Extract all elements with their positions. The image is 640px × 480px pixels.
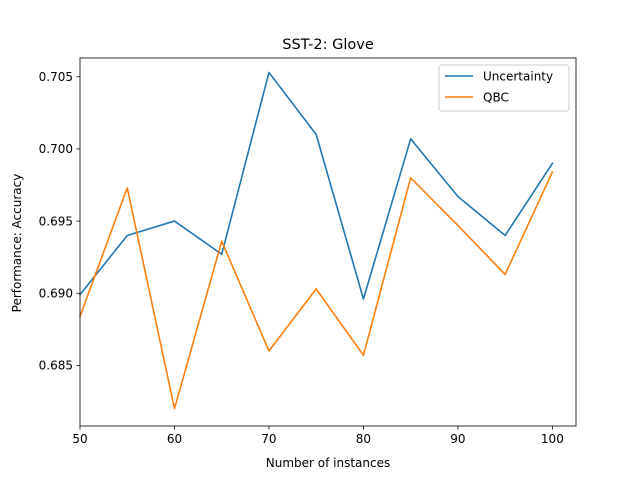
y-tick-label-0.695: 0.695 bbox=[39, 214, 73, 228]
x-tick-label-60: 60 bbox=[167, 432, 182, 446]
x-tick-label-100: 100 bbox=[541, 432, 564, 446]
series-line-uncertainty bbox=[78, 71, 554, 300]
y-tick-label-0.700: 0.700 bbox=[39, 142, 73, 156]
y-axis-label: Performance: Accuracy bbox=[10, 174, 24, 313]
y-tick-label-0.685: 0.685 bbox=[39, 359, 73, 373]
x-axis-label: Number of instances bbox=[266, 456, 391, 470]
legend: Uncertainty QBC bbox=[438, 64, 570, 112]
legend-label-qbc: QBC bbox=[483, 90, 509, 104]
y-tick-label-0.690: 0.690 bbox=[39, 287, 73, 301]
series-line-qbc bbox=[78, 170, 554, 410]
legend-label-uncertainty: Uncertainty bbox=[483, 69, 553, 83]
y-tick-label-0.705: 0.705 bbox=[39, 70, 73, 84]
x-tick-label-80: 80 bbox=[356, 432, 371, 446]
plot-area: 50 60 70 80 90 100 0.685 0.690 0.695 0.700 0.705 bbox=[39, 57, 577, 446]
axes-frame bbox=[79, 57, 577, 427]
x-tick-label-90: 90 bbox=[450, 432, 465, 446]
x-tick-label-70: 70 bbox=[261, 432, 276, 446]
chart-title: SST-2: Glove bbox=[282, 37, 374, 53]
x-tick-label-50: 50 bbox=[72, 432, 87, 446]
